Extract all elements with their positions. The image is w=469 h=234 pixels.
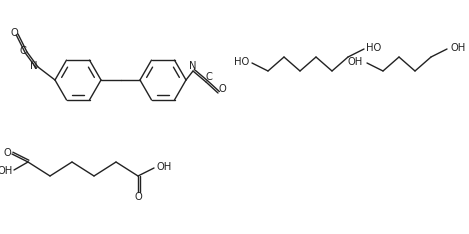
Text: O: O — [218, 84, 226, 94]
Text: N: N — [189, 61, 197, 71]
Text: C: C — [20, 46, 26, 56]
Text: OH: OH — [0, 166, 13, 176]
Text: HO: HO — [234, 57, 250, 67]
Text: O: O — [134, 192, 142, 202]
Text: OH: OH — [348, 57, 363, 67]
Text: O: O — [3, 148, 11, 158]
Text: C: C — [205, 72, 212, 82]
Text: OH: OH — [156, 162, 172, 172]
Text: O: O — [10, 28, 18, 38]
Text: OH: OH — [450, 43, 466, 53]
Text: HO: HO — [366, 43, 382, 53]
Text: N: N — [30, 61, 38, 71]
